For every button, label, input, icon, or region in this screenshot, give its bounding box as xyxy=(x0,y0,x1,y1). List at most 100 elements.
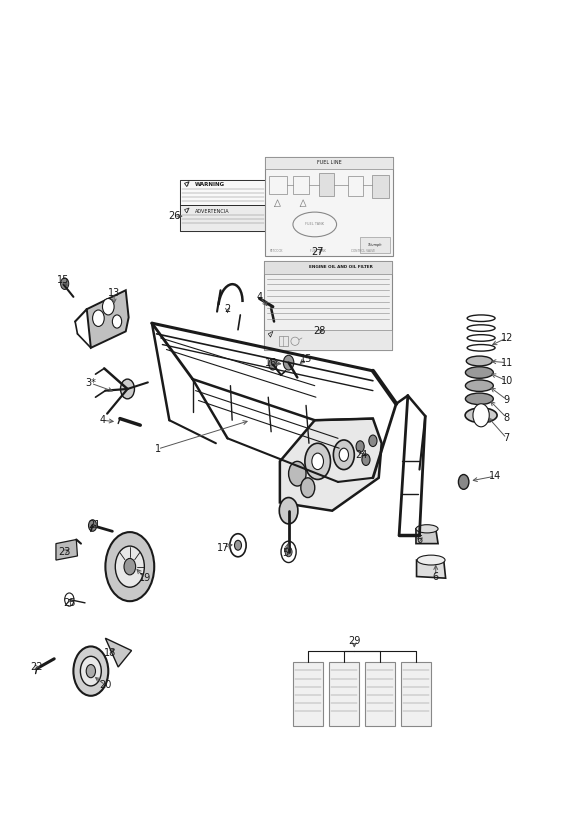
Circle shape xyxy=(289,461,306,486)
Circle shape xyxy=(279,498,298,524)
Text: 20: 20 xyxy=(99,680,111,691)
Bar xyxy=(349,176,363,196)
Circle shape xyxy=(113,315,122,328)
Bar xyxy=(329,662,359,726)
Circle shape xyxy=(283,355,294,370)
Text: 7: 7 xyxy=(504,433,510,443)
Text: 8: 8 xyxy=(504,413,510,423)
Text: 13: 13 xyxy=(108,288,120,297)
Bar xyxy=(265,157,394,255)
Circle shape xyxy=(281,541,296,563)
Text: 12: 12 xyxy=(501,333,513,343)
Circle shape xyxy=(124,559,136,575)
Ellipse shape xyxy=(465,380,493,391)
Text: 14: 14 xyxy=(489,471,501,481)
Polygon shape xyxy=(416,560,445,578)
Bar xyxy=(180,180,266,204)
Polygon shape xyxy=(280,419,382,511)
Circle shape xyxy=(61,278,69,289)
Text: 4: 4 xyxy=(257,292,262,302)
Text: 18: 18 xyxy=(104,648,116,658)
Text: 25: 25 xyxy=(63,598,76,608)
Bar xyxy=(365,662,395,726)
Text: 17: 17 xyxy=(217,543,229,553)
Text: FUEL TANK: FUEL TANK xyxy=(305,222,324,227)
Circle shape xyxy=(305,443,331,480)
Text: !: ! xyxy=(186,209,188,213)
Text: 19: 19 xyxy=(139,574,151,583)
Text: FUEL TANK: FUEL TANK xyxy=(310,249,326,253)
Bar xyxy=(265,157,394,169)
Circle shape xyxy=(473,404,489,427)
Text: 6: 6 xyxy=(416,535,423,545)
Bar xyxy=(319,173,334,196)
Text: FUEL LINE: FUEL LINE xyxy=(317,160,342,166)
Ellipse shape xyxy=(417,555,445,565)
Bar xyxy=(279,336,288,346)
Circle shape xyxy=(362,454,370,466)
Text: 23: 23 xyxy=(58,547,71,557)
Circle shape xyxy=(89,520,97,531)
Circle shape xyxy=(103,298,114,315)
Text: !: ! xyxy=(186,182,188,187)
Ellipse shape xyxy=(465,408,497,423)
Text: 4: 4 xyxy=(100,415,106,425)
Polygon shape xyxy=(268,331,273,337)
Text: 1: 1 xyxy=(154,444,161,454)
Circle shape xyxy=(80,656,101,686)
Text: 22: 22 xyxy=(30,662,43,672)
Text: 2: 2 xyxy=(224,304,231,314)
Text: 15: 15 xyxy=(57,275,70,285)
Text: 10: 10 xyxy=(501,376,513,386)
Text: CONTROL VALVE: CONTROL VALVE xyxy=(351,249,375,253)
Text: 3*: 3* xyxy=(85,378,96,388)
Bar xyxy=(180,180,266,231)
Bar xyxy=(180,204,266,231)
Text: 11: 11 xyxy=(501,358,513,368)
Text: 27: 27 xyxy=(311,246,324,256)
Circle shape xyxy=(356,441,364,452)
Bar xyxy=(372,175,389,198)
Polygon shape xyxy=(56,540,78,560)
Circle shape xyxy=(333,440,354,470)
Text: WARNING: WARNING xyxy=(195,182,225,187)
Circle shape xyxy=(458,475,469,489)
Circle shape xyxy=(301,478,315,498)
Text: 24: 24 xyxy=(355,450,367,460)
Polygon shape xyxy=(106,639,132,667)
Text: ENGINE OIL AND OIL FILTER: ENGINE OIL AND OIL FILTER xyxy=(309,265,373,269)
Ellipse shape xyxy=(466,356,493,366)
Circle shape xyxy=(115,546,145,588)
Text: 29: 29 xyxy=(348,635,360,646)
Text: 16: 16 xyxy=(265,358,278,368)
Bar xyxy=(360,236,391,253)
Circle shape xyxy=(230,534,246,557)
Bar xyxy=(401,662,431,726)
Circle shape xyxy=(234,541,241,550)
Circle shape xyxy=(369,435,377,447)
Polygon shape xyxy=(416,529,438,544)
Circle shape xyxy=(285,547,292,557)
Ellipse shape xyxy=(465,367,493,378)
Text: 9: 9 xyxy=(504,395,510,405)
Text: 26: 26 xyxy=(168,211,180,221)
Circle shape xyxy=(106,532,154,602)
Text: 21: 21 xyxy=(89,520,101,530)
Text: ADVERTENCIA: ADVERTENCIA xyxy=(195,208,230,213)
Bar xyxy=(264,261,392,274)
Bar xyxy=(293,176,309,194)
Bar xyxy=(264,330,392,350)
Bar xyxy=(269,176,287,194)
Text: 6: 6 xyxy=(433,572,439,582)
Polygon shape xyxy=(184,181,189,186)
Text: 5: 5 xyxy=(283,549,289,559)
Bar xyxy=(293,662,323,726)
Text: PETCOCK: PETCOCK xyxy=(269,249,283,253)
Text: 15: 15 xyxy=(300,353,312,363)
Circle shape xyxy=(86,664,96,677)
Circle shape xyxy=(93,310,104,326)
Polygon shape xyxy=(184,208,189,213)
Circle shape xyxy=(73,647,108,695)
Ellipse shape xyxy=(416,525,438,533)
Ellipse shape xyxy=(465,393,493,405)
